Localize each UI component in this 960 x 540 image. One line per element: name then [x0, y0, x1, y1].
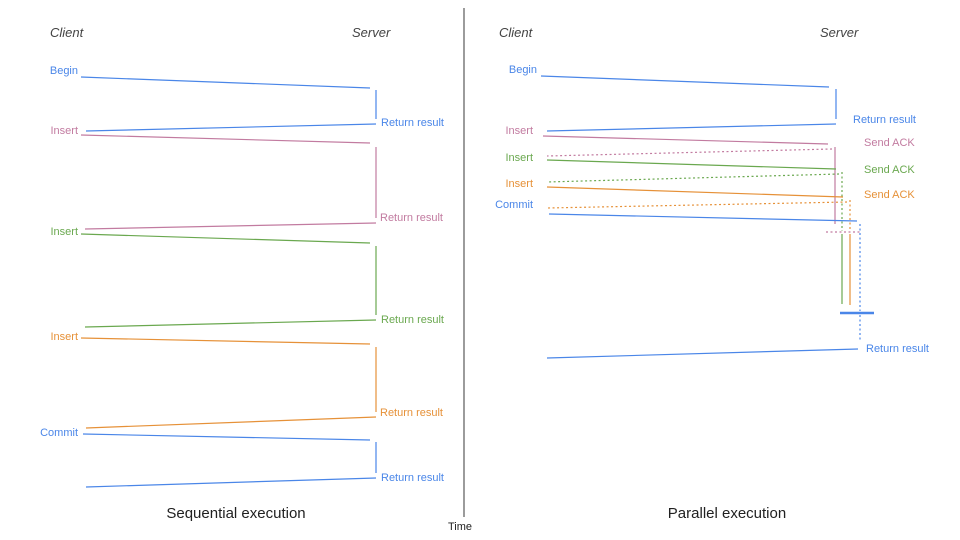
- left-begin-return-arrow: [85, 123, 377, 132]
- left-return1-label: Return result: [381, 117, 444, 129]
- left-return4-label: Return result: [380, 407, 443, 419]
- right-begin-request-arrow: [540, 75, 830, 88]
- right-begin-return-arrow: [546, 123, 837, 132]
- left-commit-request-arrow: [82, 433, 371, 441]
- left-client-header: Client: [50, 25, 84, 40]
- left-insert3-request-arrow: [80, 337, 371, 345]
- right-insert2-request-arrow: [546, 159, 837, 170]
- left-insert1-return-arrow: [84, 222, 377, 230]
- right-commit-return-arrow: [546, 348, 859, 359]
- left-commit-label: Commit: [40, 427, 78, 439]
- right-client-header: Client: [499, 25, 533, 40]
- left-return2-label: Return result: [380, 212, 443, 224]
- right-return-commit-label: Return result: [866, 343, 929, 355]
- right-return-begin-label: Return result: [853, 114, 916, 126]
- right-ack3-label: Send ACK: [864, 189, 915, 201]
- right-commit-label: Commit: [495, 199, 533, 211]
- right-ack2-label: Send ACK: [864, 164, 915, 176]
- right-insert3-request-arrow: [546, 186, 844, 198]
- right-insert3-label: Insert: [505, 178, 533, 190]
- right-server-header: Server: [820, 25, 859, 40]
- right-ack1-label: Send ACK: [864, 137, 915, 149]
- right-insert1-ack-arrow: [546, 148, 833, 157]
- right-insert3-ack-arrow: [546, 201, 848, 209]
- right-panel-caption: Parallel execution: [667, 505, 787, 522]
- right-insert2-ack-arrow: [546, 173, 840, 183]
- time-axis-label: Time: [448, 521, 473, 533]
- left-panel-caption: Sequential execution: [166, 505, 306, 522]
- right-insert2-label: Insert: [505, 152, 533, 164]
- left-insert3-return-arrow: [85, 416, 377, 429]
- left-begin-request-arrow: [80, 76, 371, 89]
- left-insert1-label: Insert: [50, 125, 78, 137]
- left-insert2-label: Insert: [50, 226, 78, 238]
- right-begin-label: Begin: [508, 64, 537, 76]
- left-begin-label: Begin: [49, 65, 78, 77]
- left-return3-label: Return result: [381, 314, 444, 326]
- left-insert1-request-arrow: [80, 134, 371, 144]
- left-server-header: Server: [352, 25, 391, 40]
- right-insert1-request-arrow: [542, 135, 829, 145]
- left-commit-return-arrow: [85, 477, 377, 488]
- left-insert2-request-arrow: [80, 233, 371, 244]
- left-return5-label: Return result: [381, 472, 444, 484]
- right-insert1-label: Insert: [505, 125, 533, 137]
- right-commit-request-arrow: [548, 213, 858, 222]
- left-insert3-label: Insert: [50, 331, 78, 343]
- left-insert2-return-arrow: [84, 319, 377, 328]
